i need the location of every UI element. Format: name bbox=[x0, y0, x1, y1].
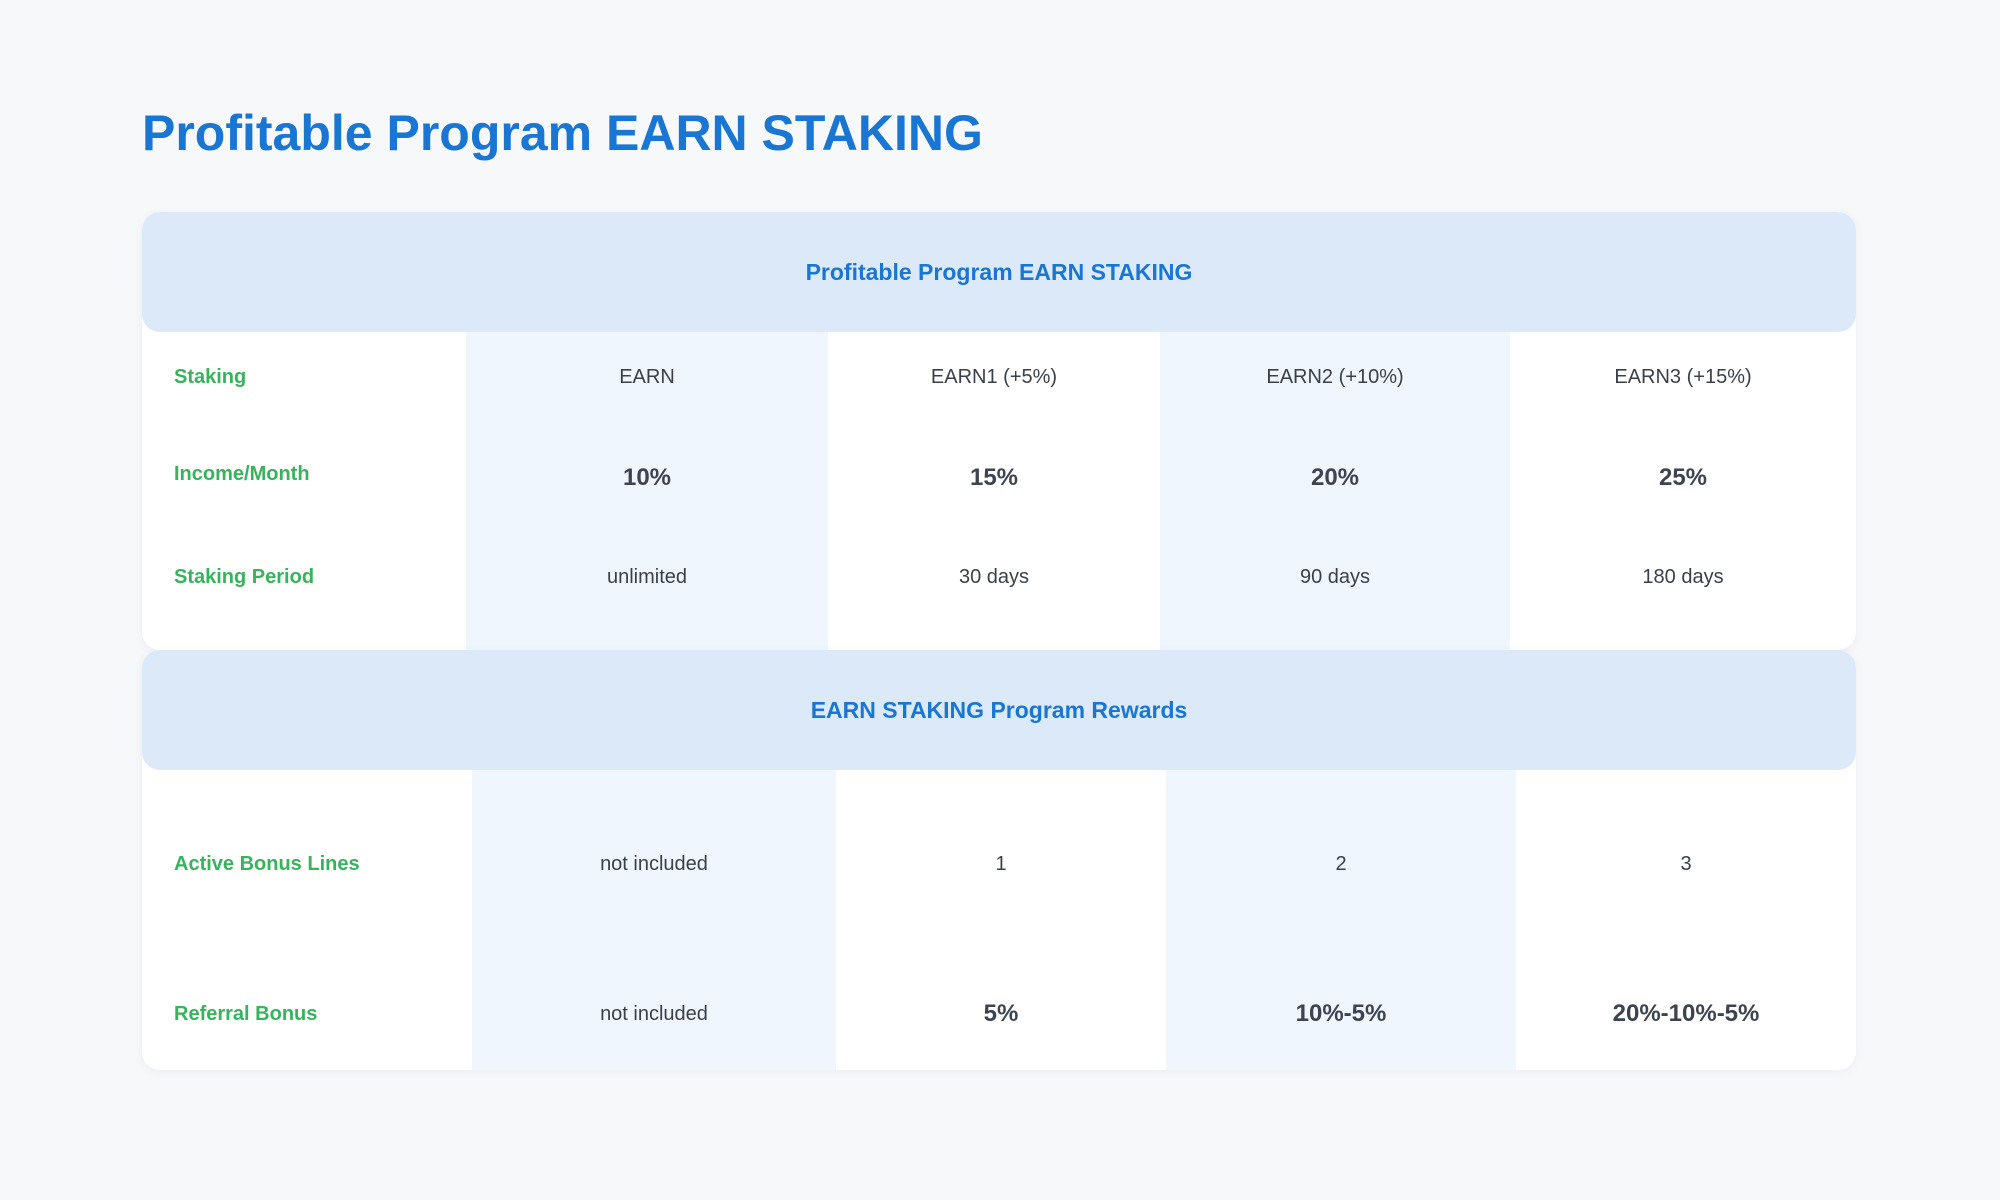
cell-bonus-lines-earn: not included bbox=[600, 852, 708, 875]
rewards-table-header: EARN STAKING Program Rewards bbox=[142, 650, 1856, 770]
row-label-staking-period: Staking Period bbox=[174, 565, 315, 588]
staking-table-header: Profitable Program EARN STAKING bbox=[142, 212, 1856, 332]
table-row-income-month: Income/Month 10% 15% 20% 25% bbox=[142, 458, 1856, 498]
cell-staking-earn1: EARN1 (+5%) bbox=[930, 365, 1058, 388]
cell-referral-earn: not included bbox=[600, 1002, 708, 1025]
cell-referral-earn1: 5% bbox=[983, 1000, 1019, 1027]
cell-staking-earn: EARN bbox=[619, 365, 675, 388]
cell-period-earn1: 30 days bbox=[958, 565, 1030, 588]
row-label-income-month: Income/Month bbox=[174, 462, 310, 485]
cell-income-earn2: 20% bbox=[1310, 464, 1360, 491]
table-row-staking-period: Staking Period unlimited 30 days 90 days… bbox=[142, 557, 1856, 597]
column-band-earn2 bbox=[1160, 332, 1510, 650]
column-band-earn bbox=[472, 770, 836, 1070]
cell-income-earn1: 15% bbox=[969, 464, 1019, 491]
cell-referral-earn3: 20%-10%-5% bbox=[1612, 1000, 1760, 1027]
table-row-referral-bonus: Referral Bonus not included 5% 10%-5% 20… bbox=[142, 994, 1856, 1034]
cell-referral-earn2: 10%-5% bbox=[1295, 1000, 1387, 1027]
cell-staking-earn2: EARN2 (+10%) bbox=[1266, 365, 1404, 388]
rewards-table: EARN STAKING Program Rewards Active Bonu… bbox=[142, 650, 1856, 1070]
cell-bonus-lines-earn1: 1 bbox=[995, 852, 1007, 875]
cell-bonus-lines-earn3: 3 bbox=[1680, 852, 1692, 875]
page-title: Profitable Program EARN STAKING bbox=[142, 105, 983, 161]
rewards-table-header-text: EARN STAKING Program Rewards bbox=[810, 696, 1188, 723]
cell-period-earn2: 90 days bbox=[1299, 565, 1371, 588]
cell-staking-earn3: EARN3 (+15%) bbox=[1614, 365, 1752, 388]
row-label-referral-bonus: Referral Bonus bbox=[174, 1002, 318, 1025]
staking-table-header-text: Profitable Program EARN STAKING bbox=[805, 258, 1193, 285]
row-label-staking: Staking bbox=[174, 365, 247, 388]
cell-period-earn3: 180 days bbox=[1642, 565, 1724, 588]
cell-period-earn: unlimited bbox=[606, 565, 688, 588]
column-band-earn2 bbox=[1166, 770, 1516, 1070]
cell-income-earn3: 25% bbox=[1658, 464, 1708, 491]
table-row-active-bonus-lines: Active Bonus Lines not included 1 2 3 bbox=[142, 844, 1856, 884]
cell-income-earn: 10% bbox=[622, 464, 672, 491]
cell-bonus-lines-earn2: 2 bbox=[1335, 852, 1347, 875]
staking-table: Profitable Program EARN STAKING Staking … bbox=[142, 212, 1856, 650]
row-label-active-bonus-lines: Active Bonus Lines bbox=[174, 852, 360, 875]
column-band-earn bbox=[466, 332, 828, 650]
table-row-staking: Staking EARN EARN1 (+5%) EARN2 (+10%) EA… bbox=[142, 357, 1856, 397]
